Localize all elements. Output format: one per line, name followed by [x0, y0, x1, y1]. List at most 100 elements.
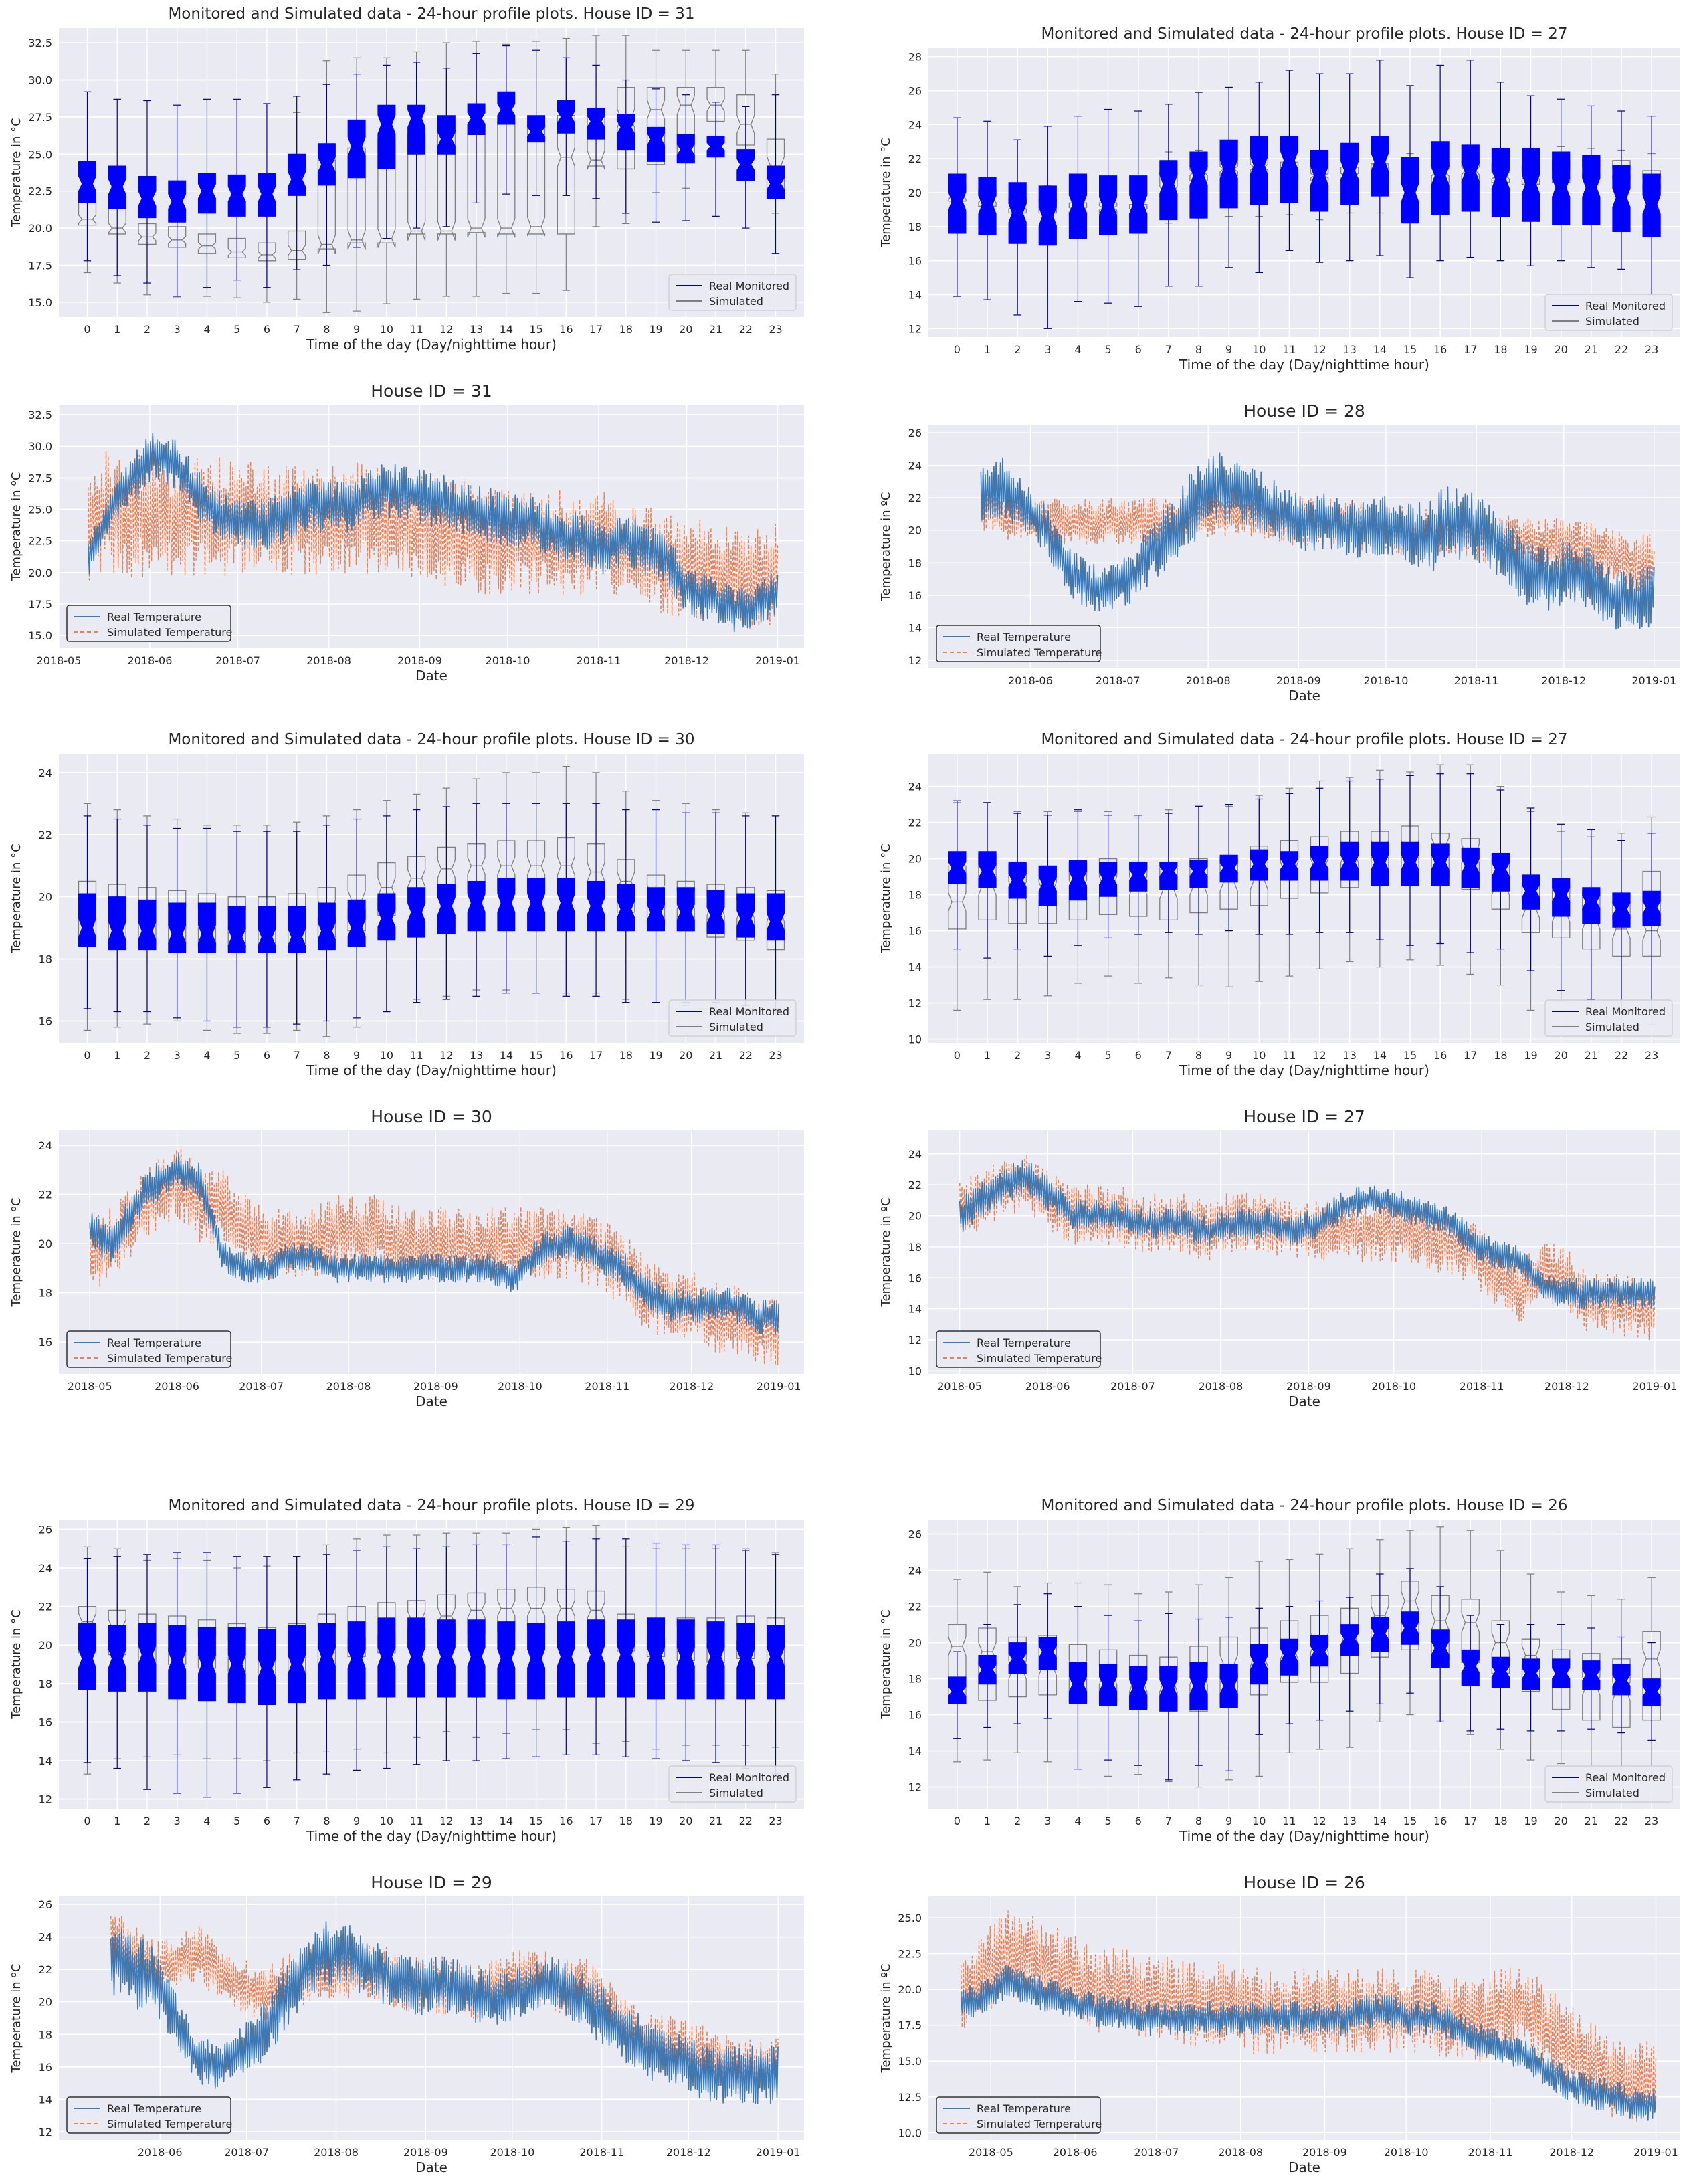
- box-body: [347, 147, 366, 250]
- x-tick-label: 13: [470, 1049, 483, 1062]
- monitored-box: [1008, 813, 1027, 950]
- plot-area: [59, 28, 804, 317]
- x-tick-label: 2019-01: [755, 654, 800, 667]
- legend-label: Simulated Temperature: [977, 1352, 1102, 1365]
- y-tick-label: 18: [39, 953, 52, 966]
- x-tick-label: 0: [84, 1815, 90, 1827]
- monitored-box: [676, 94, 695, 221]
- x-tick-label: 16: [559, 1815, 573, 1827]
- x-tick-label: 11: [409, 323, 423, 336]
- monitored-box: [78, 1557, 96, 1763]
- box-body: [497, 1621, 516, 1700]
- y-axis-label: Temperature in ºC: [9, 1198, 23, 1308]
- monitored-box: [197, 827, 216, 1022]
- box-body: [1371, 136, 1389, 197]
- y-tick-label: 18: [908, 557, 922, 569]
- box-body: [1371, 1595, 1389, 1658]
- x-tick-label: 12: [1312, 343, 1326, 356]
- x-tick-label: 0: [84, 323, 90, 336]
- box-body: [1431, 843, 1450, 886]
- box-body: [1129, 862, 1148, 892]
- x-tick-label: 6: [264, 323, 270, 336]
- y-tick-label: 18: [39, 1678, 52, 1690]
- x-tick-label: 16: [1433, 343, 1447, 356]
- box-body: [1612, 892, 1631, 928]
- x-tick-label: 2018-08: [306, 654, 351, 667]
- x-tick-label: 2018-10: [1371, 1380, 1416, 1393]
- x-tick-label: 7: [294, 323, 300, 336]
- x-tick-label: 2018-07: [239, 1380, 284, 1393]
- monitored-box: [227, 1556, 246, 1794]
- legend-box: [936, 625, 1101, 662]
- y-tick-label: 24: [39, 1562, 52, 1575]
- y-tick-label: 14: [908, 1745, 922, 1758]
- x-tick-label: 19: [1524, 1815, 1537, 1827]
- box-body: [527, 115, 546, 143]
- y-tick-label: 18: [39, 1287, 52, 1300]
- monitored-box: [527, 803, 546, 994]
- monitored-box: [1340, 780, 1359, 933]
- x-tick-label: 10: [380, 1049, 393, 1062]
- x-tick-label: 3: [174, 1815, 181, 1827]
- box-body: [1340, 1624, 1359, 1656]
- monitored-box: [1280, 1606, 1299, 1724]
- box-body: [497, 120, 516, 238]
- box-body: [347, 1621, 366, 1700]
- boxplot-house-29: Monitored and Simulated data - 24-hour p…: [9, 1497, 804, 1844]
- y-tick-label: 17.5: [28, 598, 52, 611]
- box-body: [706, 890, 725, 934]
- box-body: [1401, 1581, 1419, 1651]
- y-tick-label: 24: [908, 1565, 922, 1577]
- monitored-box: [1582, 105, 1601, 268]
- y-tick-label: 24: [39, 1139, 52, 1152]
- x-tick-label: 2018-09: [397, 654, 442, 667]
- x-tick-label: 23: [1645, 1049, 1658, 1062]
- x-tick-label: 15: [529, 323, 542, 336]
- y-tick-label: 22: [908, 1601, 922, 1613]
- x-tick-label: 18: [1494, 1815, 1507, 1827]
- x-tick-label: 19: [1524, 343, 1537, 356]
- monitored-box: [108, 818, 126, 1013]
- monitored-box: [168, 827, 187, 1019]
- box-body: [1521, 148, 1540, 222]
- x-tick-label: 2018-12: [1549, 2146, 1594, 2159]
- x-axis-label: Time of the day (Day/nighttime hour): [306, 1062, 557, 1078]
- box-body: [647, 887, 666, 932]
- monitored-box: [108, 1556, 126, 1769]
- x-tick-label: 2018-05: [969, 2146, 1013, 2159]
- y-tick-label: 32.5: [28, 409, 52, 421]
- x-tick-label: 17: [589, 323, 603, 336]
- x-tick-label: 2018-11: [579, 2146, 624, 2159]
- y-tick-label: 10.0: [898, 2126, 922, 2139]
- y-tick-label: 16: [39, 1336, 52, 1349]
- x-tick-label: 10: [1252, 1815, 1266, 1827]
- monitored-box: [1098, 108, 1118, 304]
- x-tick-label: 1: [114, 323, 120, 336]
- y-tick-label: 16: [908, 255, 922, 268]
- legend: Real Monitored Simulated: [668, 999, 797, 1037]
- y-tick-label: 22: [908, 1179, 922, 1191]
- monitored-box: [437, 68, 456, 227]
- legend-label: Real Monitored: [709, 1005, 789, 1018]
- legend-label: Simulated: [709, 1021, 763, 1033]
- x-axis-label: Date: [415, 1393, 447, 1409]
- x-tick-label: 7: [1165, 343, 1172, 356]
- box-body: [317, 159, 336, 254]
- box-body: [767, 1625, 785, 1700]
- x-tick-label: 21: [1585, 1815, 1598, 1827]
- x-tick-label: 23: [769, 323, 782, 336]
- monitored-box: [1401, 1568, 1419, 1694]
- legend-box: [66, 1330, 231, 1368]
- box-body: [1582, 155, 1601, 225]
- box-body: [1491, 148, 1510, 217]
- monitored-box: [138, 1554, 157, 1790]
- monitored-box: [1461, 773, 1480, 953]
- x-tick-label: 19: [1524, 1049, 1537, 1062]
- box-body: [227, 237, 246, 259]
- monitored-box: [108, 98, 126, 276]
- box-body: [377, 104, 396, 169]
- box-body: [377, 138, 396, 248]
- monitored-box: [767, 815, 785, 1009]
- monitored-box: [1219, 86, 1238, 268]
